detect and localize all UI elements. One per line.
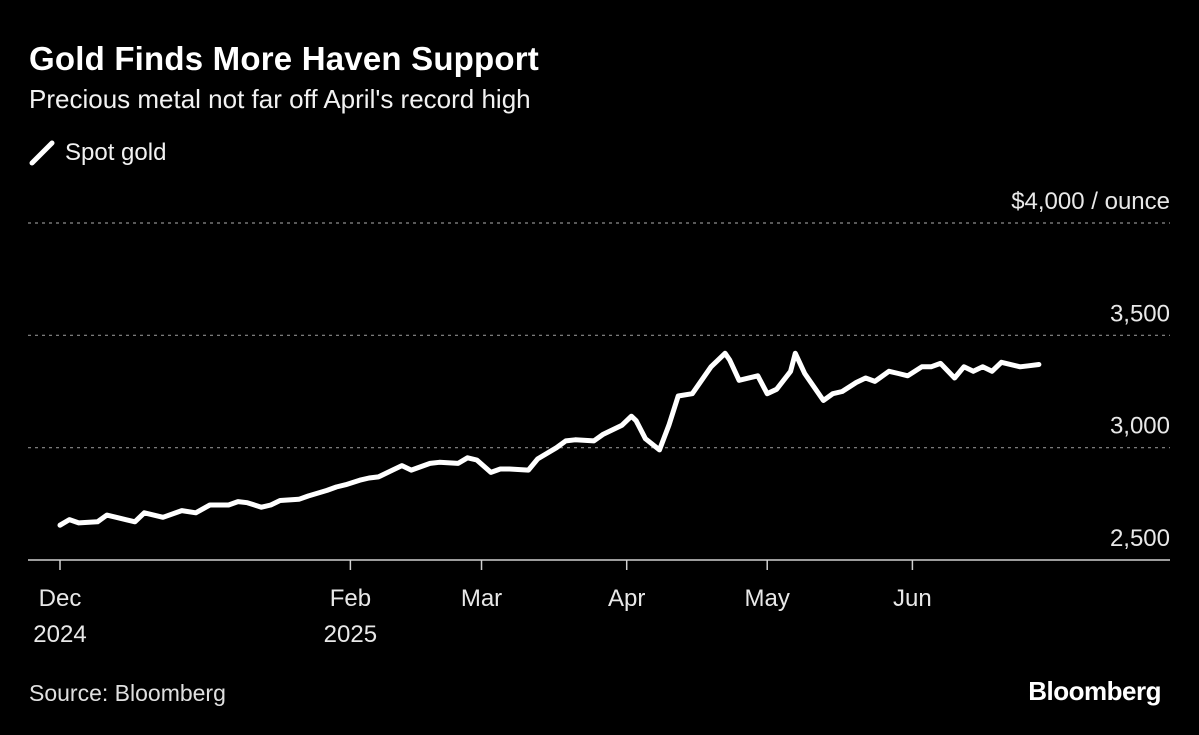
legend: Spot gold	[29, 138, 166, 168]
source-note: Source: Bloomberg	[29, 680, 226, 706]
x-tick-label: May	[745, 585, 790, 612]
series-line-spot-gold	[57, 350, 1042, 528]
y-tick-label: 3,500	[1110, 300, 1170, 327]
x-tick-label: Dec	[39, 585, 82, 612]
grid-lines	[28, 222, 1170, 449]
bloomberg-logo: Bloomberg	[1028, 676, 1161, 706]
chart-title: Gold Finds More Haven Support	[29, 40, 539, 77]
y-tick-label: $4,000 / ounce	[1011, 188, 1170, 215]
tick-labels: 2,500 3,000 3,500 $4,000 / ounce Dec 2024 Feb 2…	[33, 188, 1170, 648]
x-axis	[28, 559, 1170, 570]
y-tick-label: 3,000	[1110, 413, 1170, 440]
x-tick-label: 2024	[33, 621, 86, 648]
x-tick-label: Apr	[608, 585, 645, 612]
legend-label: Spot gold	[65, 139, 167, 166]
x-tick-label: 2025	[324, 621, 377, 648]
series-layer	[57, 350, 1042, 528]
x-tick-label: Feb	[330, 585, 371, 612]
legend-line-icon	[29, 140, 55, 166]
x-tick-label: Mar	[461, 585, 502, 612]
y-tick-label: 2,500	[1110, 525, 1170, 552]
chart-subtitle: Precious metal not far off April's recor…	[29, 84, 531, 114]
x-tick-label: Jun	[893, 585, 932, 612]
